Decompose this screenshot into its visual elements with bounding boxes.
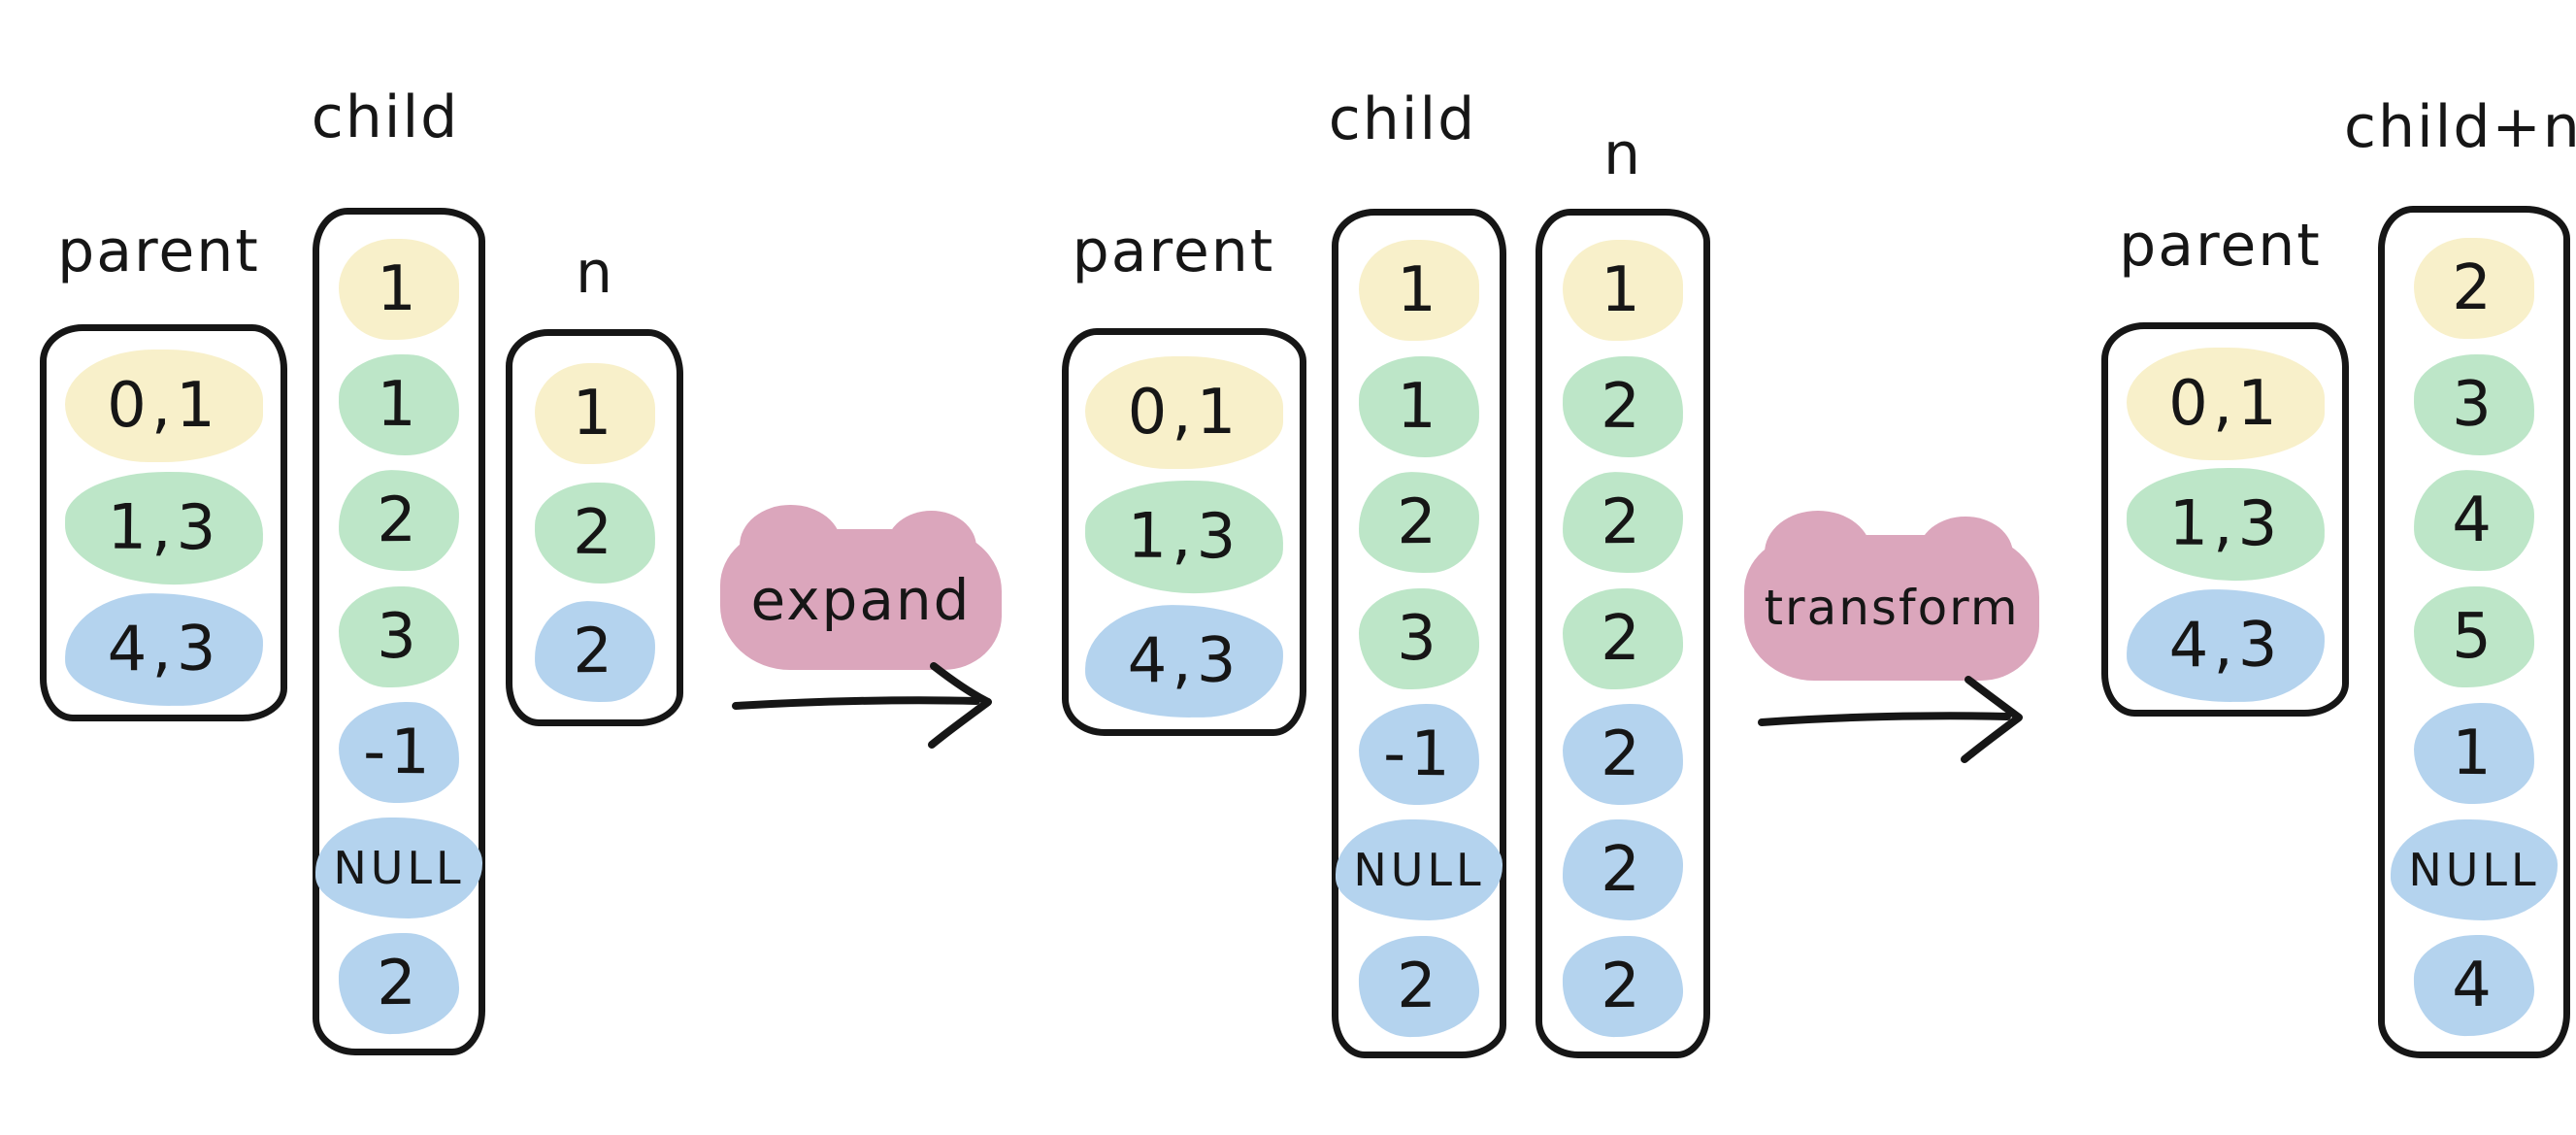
cell: 1 (1563, 240, 1683, 342)
expand-operation-label: expand (750, 566, 972, 633)
parent-column-box: 0,1 1,3 4,3 (1062, 328, 1306, 736)
column-header-child-plus-n: child+n (2344, 93, 2576, 161)
cell: 0,1 (2126, 347, 2325, 460)
cell: 1 (534, 363, 655, 465)
column-header-child: child (1328, 85, 1477, 153)
column-header-parent: parent (57, 217, 260, 285)
expand-operation-badge: expand (720, 505, 1002, 670)
cell: 0,1 (64, 350, 263, 463)
cell: NULL (1336, 819, 1503, 921)
transform-operation-badge: transform (1744, 510, 2039, 681)
column-header-child: child (311, 83, 460, 151)
child-column-box: 1 1 2 3 -1 NULL 2 (313, 208, 485, 1055)
cell: 1 (1359, 240, 1479, 342)
cell: 3 (339, 585, 459, 687)
cell: NULL (2391, 818, 2558, 920)
cell: NULL (315, 817, 482, 918)
column-header-n: n (1602, 120, 1643, 188)
column-header-parent: parent (1072, 217, 1275, 285)
column-header-n: n (575, 239, 615, 307)
cell: 0,1 (1085, 356, 1283, 469)
cell: 1 (339, 239, 459, 341)
n-column-box: 1 2 2 2 2 2 2 (1536, 209, 1710, 1058)
child-plus-n-column-box: 2 3 4 5 1 NULL 4 (2378, 206, 2570, 1058)
n-column-box: 1 2 2 (506, 329, 683, 726)
parent-column-box: 0,1 1,3 4,3 (40, 324, 287, 721)
cell: 5 (2414, 586, 2534, 687)
cell: 2 (1563, 587, 1683, 689)
parent-column-box: 0,1 1,3 4,3 (2101, 322, 2349, 717)
cell: 3 (1359, 587, 1479, 689)
expand-arrow-icon (732, 662, 992, 749)
cell: 2 (2414, 237, 2534, 339)
child-column-box: 1 1 2 3 -1 NULL 2 (1332, 209, 1506, 1058)
cell: 2 (1563, 819, 1683, 921)
column-header-parent: parent (2119, 212, 2322, 280)
transform-operation-label: transform (1764, 580, 2020, 636)
transform-arrow-icon (1758, 676, 2023, 763)
